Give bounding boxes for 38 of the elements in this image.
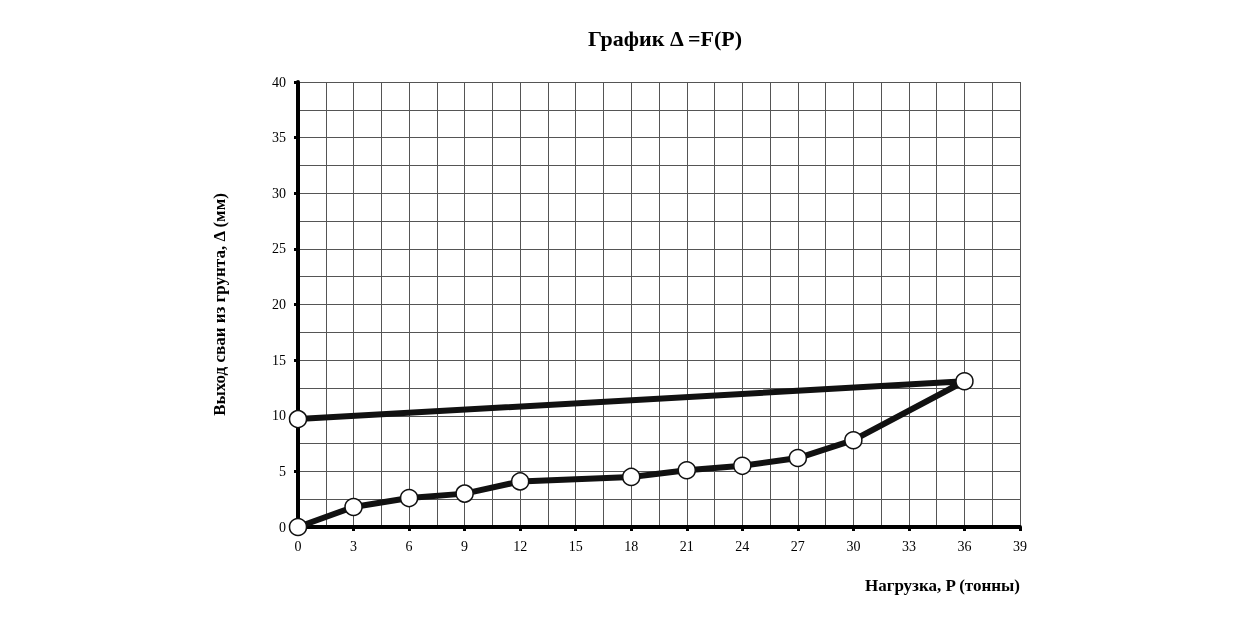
x-tick-label: 18 bbox=[624, 538, 639, 554]
y-tick-label: 0 bbox=[279, 519, 286, 535]
x-tick-label: 9 bbox=[461, 538, 469, 554]
point bbox=[344, 497, 363, 517]
x-tick-label: 39 bbox=[1013, 538, 1027, 554]
x-tick-label: 24 bbox=[735, 538, 750, 554]
y-tick-label: 35 bbox=[272, 130, 286, 146]
chart-title: График Δ =F(P) bbox=[587, 25, 743, 51]
point bbox=[788, 448, 808, 468]
x-tick-label: 6 bbox=[405, 538, 413, 554]
point bbox=[955, 372, 974, 391]
y-tick-label: 5 bbox=[279, 463, 286, 479]
y-tick-label: 25 bbox=[272, 241, 286, 257]
point bbox=[622, 467, 641, 487]
y-tick-label: 30 bbox=[272, 185, 286, 201]
x-tick-label: 30 bbox=[846, 538, 861, 554]
y-tick-label: 20 bbox=[272, 297, 286, 312]
point bbox=[844, 430, 863, 450]
x-tick-label: 3 bbox=[350, 538, 358, 554]
x-tick-label: 15 bbox=[568, 538, 583, 554]
y-tick-label: 40 bbox=[272, 74, 286, 90]
x-tick-label: 33 bbox=[901, 538, 916, 554]
y-axis-title: Выход сваи из грунта, Δ (мм) bbox=[210, 193, 229, 416]
point bbox=[288, 409, 308, 429]
y-tick-label: 10 bbox=[272, 408, 286, 424]
point bbox=[733, 456, 752, 476]
point bbox=[677, 461, 697, 480]
point bbox=[288, 517, 308, 537]
x-tick-label: 0 bbox=[294, 538, 302, 554]
y-tick-label: 15 bbox=[272, 352, 286, 368]
x-tick-label: 27 bbox=[790, 538, 805, 554]
point bbox=[455, 484, 474, 503]
point bbox=[510, 472, 530, 491]
x-axis-title: Нагрузка, P (тонны) bbox=[864, 576, 1020, 595]
point bbox=[399, 488, 419, 508]
x-tick-label: 21 bbox=[679, 538, 694, 554]
x-tick-label: 36 bbox=[957, 538, 972, 554]
x-tick-label: 12 bbox=[513, 538, 528, 554]
